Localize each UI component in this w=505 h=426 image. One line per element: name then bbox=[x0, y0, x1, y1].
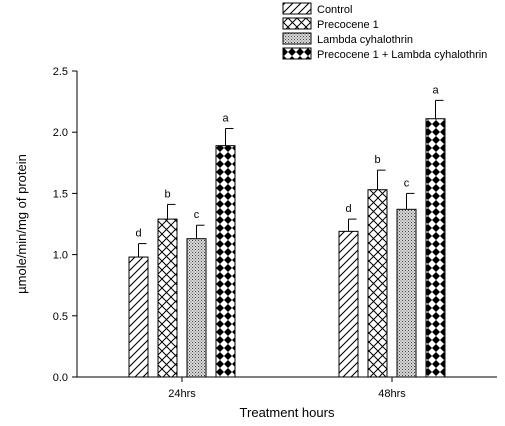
bar bbox=[367, 189, 388, 378]
bar bbox=[425, 118, 446, 378]
significance-label: d bbox=[345, 203, 351, 215]
legend-label: Precocene 1 + Lambda cyhalothrin bbox=[317, 49, 487, 61]
bar bbox=[128, 256, 149, 378]
x-tick-label: 24hrs bbox=[168, 388, 196, 400]
significance-label: c bbox=[194, 209, 200, 221]
y-axis-ticks: 0.0 0.5 1.0 1.5 2.0 2.5 bbox=[53, 66, 77, 384]
y-axis-title: µmole/min/mg of protein bbox=[14, 154, 29, 294]
y-tick-label: 1.5 bbox=[53, 188, 68, 200]
legend-swatch bbox=[282, 17, 312, 30]
significance-label: a bbox=[222, 113, 229, 125]
x-axis-ticks: 24hrs 48hrs bbox=[168, 377, 406, 400]
y-tick-label: 2.5 bbox=[53, 66, 68, 78]
significance-label: c bbox=[404, 177, 410, 189]
y-tick-label: 0.0 bbox=[53, 372, 68, 384]
x-tick-label: 48hrs bbox=[378, 388, 406, 400]
legend-label: Lambda cyhalothrin bbox=[317, 34, 413, 46]
y-tick-label: 0.5 bbox=[53, 311, 68, 323]
significance-label: b bbox=[374, 154, 380, 166]
bars: d d b b c c a a bbox=[128, 84, 446, 378]
bar bbox=[157, 218, 178, 378]
x-axis-title: Treatment hours bbox=[240, 405, 335, 420]
legend-swatch bbox=[282, 2, 312, 15]
bar bbox=[186, 238, 207, 378]
legend-swatch bbox=[282, 47, 312, 60]
significance-label: d bbox=[135, 228, 141, 240]
legend: Control Precocene 1 Lambda cyhalothrin Prec… bbox=[282, 2, 487, 61]
legend-label: Precocene 1 bbox=[317, 19, 379, 31]
legend-swatch bbox=[282, 32, 312, 45]
significance-label: b bbox=[164, 188, 170, 200]
bar bbox=[338, 230, 359, 378]
significance-label: a bbox=[432, 84, 439, 96]
bar bbox=[396, 208, 417, 378]
y-tick-label: 1.0 bbox=[53, 250, 68, 262]
bar bbox=[215, 145, 236, 378]
y-tick-label: 2.0 bbox=[53, 127, 68, 139]
legend-label: Control bbox=[317, 4, 352, 16]
